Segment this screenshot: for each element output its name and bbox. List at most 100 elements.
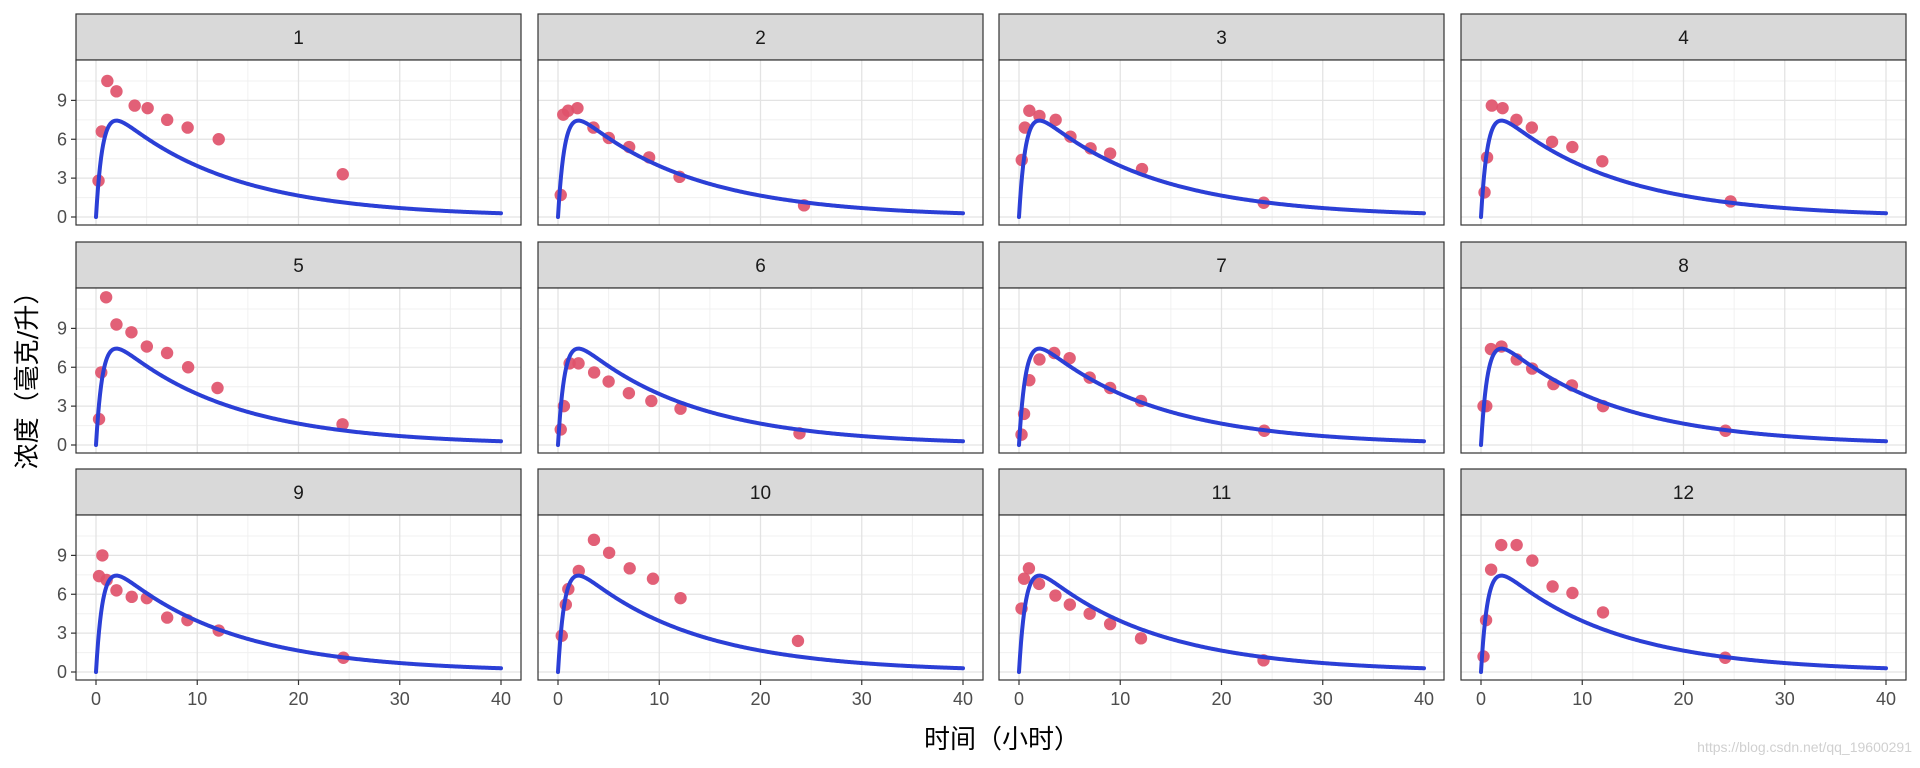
data-point <box>125 326 138 339</box>
data-point <box>674 591 687 605</box>
data-point <box>160 346 174 360</box>
fitted-curve <box>1479 346 1888 447</box>
data-point <box>1525 121 1539 134</box>
panel-strip-label: 10 <box>750 483 771 504</box>
panel: 4 <box>1460 13 1907 226</box>
panel-strip <box>998 468 1445 516</box>
panel-strip <box>537 468 984 516</box>
data-point <box>602 375 615 388</box>
panel: 7 <box>998 241 1445 454</box>
data-point <box>1566 140 1579 154</box>
x-tick-label: 20 <box>750 689 770 709</box>
data-point <box>1049 589 1062 602</box>
panel-strip-label: 7 <box>1216 256 1227 277</box>
panel-strip <box>75 241 522 289</box>
panel: 1 0 3 6 9 <box>57 13 522 227</box>
panel: 3 <box>998 13 1445 226</box>
data-point <box>1022 562 1036 575</box>
data-point <box>128 99 141 112</box>
panel-strip-label: 8 <box>1678 256 1689 277</box>
x-tick-label: 30 <box>1775 689 1795 709</box>
x-tick-label: 10 <box>1572 689 1592 709</box>
y-tick-label: 9 <box>57 545 67 565</box>
data-point <box>101 74 114 88</box>
panel: 2 <box>537 13 984 226</box>
fitted-curve <box>556 118 965 219</box>
panel-strip <box>75 468 522 516</box>
x-tick-label: 40 <box>1414 689 1434 709</box>
panel-strip-label: 3 <box>1216 28 1227 49</box>
panel-border <box>537 59 984 226</box>
data-point <box>1495 538 1508 552</box>
data-point <box>587 533 601 547</box>
data-point <box>645 394 658 408</box>
data-point <box>1023 104 1036 117</box>
data-point <box>1510 113 1523 127</box>
data-point <box>1134 632 1148 645</box>
x-tick-label: 40 <box>953 689 973 709</box>
panel: 6 <box>537 241 984 454</box>
panel: 5 0 3 6 9 <box>57 241 522 455</box>
y-tick-label: 9 <box>57 318 67 338</box>
x-tick-label: 20 <box>288 689 308 709</box>
fitted-curve <box>1479 573 1888 674</box>
panel-strip-label: 9 <box>293 483 304 504</box>
y-tick-label: 3 <box>57 396 67 416</box>
data-point <box>587 366 601 379</box>
data-point <box>1546 580 1559 593</box>
y-tick-label: 9 <box>57 90 67 110</box>
panel-strip-label: 5 <box>293 256 304 277</box>
data-point <box>211 381 224 395</box>
y-tick-label: 6 <box>57 584 67 604</box>
data-point <box>646 572 660 585</box>
data-point <box>160 113 174 127</box>
data-point <box>1083 607 1096 620</box>
x-tick-label: 0 <box>1476 689 1486 709</box>
panel-border <box>1460 59 1907 226</box>
x-tick-label: 0 <box>1014 689 1024 709</box>
data-point <box>1032 577 1046 591</box>
watermark: https://blog.csdn.net/qq_19600291 <box>1697 739 1912 755</box>
panel-strip-label: 2 <box>755 28 766 49</box>
fitted-curve <box>1017 118 1426 219</box>
data-point <box>140 340 154 353</box>
data-point <box>1526 554 1539 567</box>
data-point <box>1485 99 1499 112</box>
fitted-curve <box>556 346 965 447</box>
data-point <box>1510 538 1523 552</box>
data-point <box>1033 353 1046 366</box>
x-tick-label: 10 <box>187 689 207 709</box>
fitted-curve <box>94 573 503 674</box>
data-point <box>1049 113 1062 127</box>
data-point <box>791 634 805 648</box>
panel-strip-label: 6 <box>755 256 766 277</box>
data-point <box>622 386 636 400</box>
panel-strip <box>537 241 984 289</box>
panel-border <box>75 59 522 226</box>
x-tick-label: 30 <box>1313 689 1333 709</box>
x-tick-label: 20 <box>1211 689 1231 709</box>
data-point <box>571 101 584 115</box>
data-point <box>561 104 575 117</box>
panel-border <box>998 287 1445 454</box>
data-point <box>1545 135 1559 149</box>
data-point <box>1484 563 1498 576</box>
y-axis-title: 浓度（毫克/升） <box>13 279 43 470</box>
data-point <box>96 549 109 562</box>
fitted-curve <box>556 573 965 674</box>
panel-border <box>1460 287 1907 454</box>
data-point <box>1063 598 1077 611</box>
x-axis-title: 时间（小时） <box>924 725 1080 755</box>
x-tick-label: 10 <box>1110 689 1130 709</box>
data-point <box>1103 147 1117 160</box>
panel-border <box>75 287 522 454</box>
data-point <box>110 85 123 98</box>
data-point <box>1596 155 1609 168</box>
panel-strip <box>998 13 1445 61</box>
data-point <box>160 611 174 624</box>
data-point <box>336 168 349 181</box>
panel-border <box>998 59 1445 226</box>
x-tick-label: 30 <box>390 689 410 709</box>
y-tick-label: 3 <box>57 623 67 643</box>
